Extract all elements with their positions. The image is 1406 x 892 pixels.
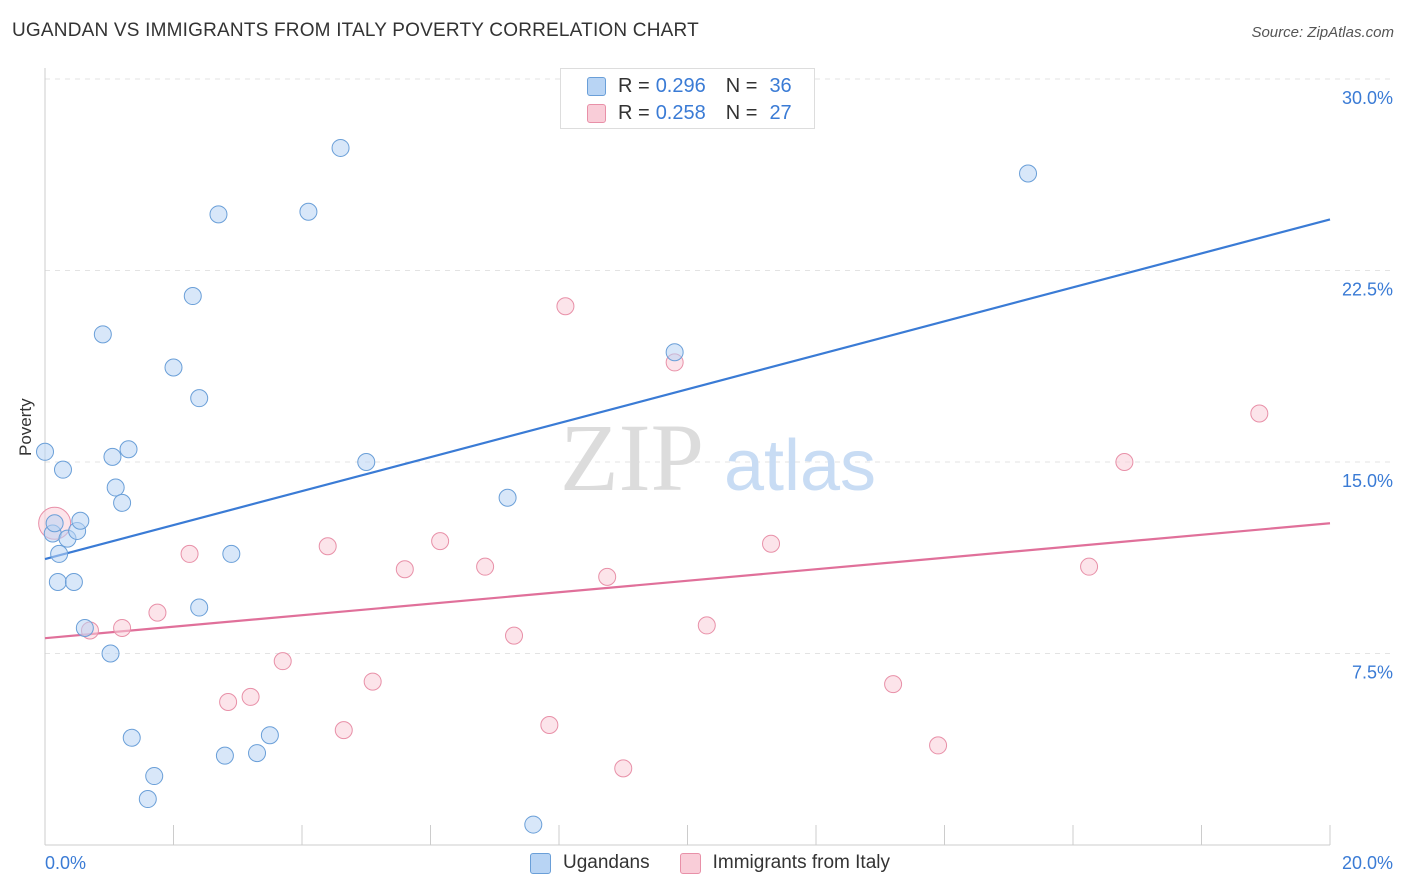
- series-label-ugandans: Ugandans: [563, 852, 650, 873]
- series-legend-italy[interactable]: Immigrants from Italy: [679, 852, 890, 874]
- watermark: ZIP atlas: [560, 404, 876, 511]
- legend-swatch-italy: [587, 103, 606, 123]
- grid-lines: [45, 78, 1392, 654]
- point-italy: [505, 626, 524, 645]
- legend-n-label: N =: [725, 101, 758, 124]
- point-italy: [241, 687, 260, 706]
- point-ugandans: [103, 447, 122, 466]
- legend-row-italy: R = 0.258 N = 27: [587, 100, 792, 126]
- point-ugandans: [145, 767, 164, 786]
- legend-n-value: 27: [769, 101, 792, 124]
- x-tick-label: 0.0%: [45, 853, 86, 873]
- y-axis-label: Poverty: [16, 398, 35, 456]
- y-tick-label: 15.0%: [1342, 471, 1393, 491]
- point-italy: [273, 652, 292, 671]
- point-italy: [1115, 453, 1134, 471]
- point-italy: [363, 672, 382, 691]
- legend-r-label: R =: [618, 74, 650, 97]
- point-italy: [1250, 404, 1269, 423]
- watermark-atlas: atlas: [724, 426, 876, 506]
- point-italy: [148, 603, 167, 622]
- data-points: [36, 138, 1269, 834]
- point-ugandans: [190, 389, 209, 408]
- point-ugandans: [222, 544, 241, 563]
- series-legend: Ugandans Immigrants from Italy: [530, 852, 920, 874]
- watermark-zip: ZIP: [560, 404, 704, 511]
- point-italy: [762, 534, 781, 553]
- x-tick-label: 20.0%: [1342, 853, 1393, 873]
- point-ugandans: [665, 343, 684, 362]
- point-ugandans: [1019, 164, 1038, 183]
- point-ugandans: [119, 440, 138, 459]
- point-ugandans: [106, 478, 125, 497]
- point-italy: [929, 736, 948, 755]
- point-italy: [598, 567, 617, 586]
- legend-r-value: 0.258: [655, 101, 706, 124]
- legend-r-label: R =: [618, 101, 650, 124]
- point-ugandans: [93, 325, 112, 344]
- chart-title: UGANDAN VS IMMIGRANTS FROM ITALY POVERTY…: [12, 20, 699, 41]
- point-ugandans: [524, 815, 543, 834]
- point-ugandans: [71, 511, 90, 530]
- point-italy: [318, 537, 337, 556]
- point-ugandans: [183, 287, 202, 306]
- correlation-legend: R = 0.296 N = 36 R = 0.258 N = 27: [560, 68, 815, 129]
- tick-labels: 7.5% 15.0% 22.5% 30.0% 0.0% 20.0%: [45, 88, 1393, 873]
- series-swatch-ugandans: [530, 852, 551, 874]
- point-italy: [1080, 557, 1099, 576]
- y-tick-label: 30.0%: [1342, 88, 1393, 108]
- point-ugandans: [190, 598, 209, 617]
- point-ugandans: [164, 358, 183, 377]
- point-italy: [476, 557, 495, 576]
- series-swatch-italy: [679, 852, 701, 874]
- point-italy: [113, 618, 132, 637]
- point-ugandans: [45, 514, 64, 533]
- series-label-italy: Immigrants from Italy: [712, 852, 890, 873]
- point-ugandans: [75, 618, 94, 637]
- source-label: Source: ZipAtlas.com: [1251, 24, 1394, 41]
- legend-n-value: 36: [769, 74, 792, 97]
- point-ugandans: [50, 544, 69, 563]
- point-ugandans: [498, 488, 517, 507]
- point-italy: [556, 297, 575, 316]
- trend-line-ugandans: [44, 218, 1331, 561]
- point-ugandans: [36, 442, 54, 461]
- legend-swatch-ugandans: [587, 76, 606, 96]
- series-legend-ugandans[interactable]: Ugandans: [530, 852, 650, 874]
- point-ugandans: [260, 726, 279, 745]
- point-ugandans: [64, 573, 83, 592]
- point-ugandans: [357, 453, 376, 471]
- point-italy: [334, 721, 353, 740]
- point-italy: [614, 759, 633, 778]
- point-ugandans: [122, 728, 141, 747]
- point-italy: [395, 560, 414, 579]
- point-italy: [180, 544, 199, 563]
- point-ugandans: [331, 138, 350, 157]
- point-italy: [697, 616, 716, 635]
- point-italy: [431, 532, 450, 551]
- point-ugandans: [215, 746, 234, 765]
- y-tick-label: 7.5%: [1352, 663, 1393, 683]
- trend-line-italy: [44, 522, 1331, 640]
- point-ugandans: [101, 644, 120, 663]
- legend-r-value: 0.296: [655, 74, 706, 97]
- point-italy: [540, 715, 559, 734]
- trend-lines: [44, 218, 1331, 640]
- point-ugandans: [53, 460, 72, 479]
- point-ugandans: [299, 202, 318, 221]
- point-italy: [219, 693, 238, 712]
- legend-row-ugandans: R = 0.296 N = 36: [587, 73, 792, 99]
- point-ugandans: [209, 205, 228, 224]
- point-ugandans: [48, 573, 67, 592]
- point-ugandans: [248, 744, 267, 763]
- point-ugandans: [113, 493, 132, 512]
- point-italy: [884, 675, 903, 694]
- point-ugandans: [138, 790, 157, 809]
- y-tick-label: 22.5%: [1342, 280, 1393, 300]
- legend-n-label: N =: [725, 74, 758, 97]
